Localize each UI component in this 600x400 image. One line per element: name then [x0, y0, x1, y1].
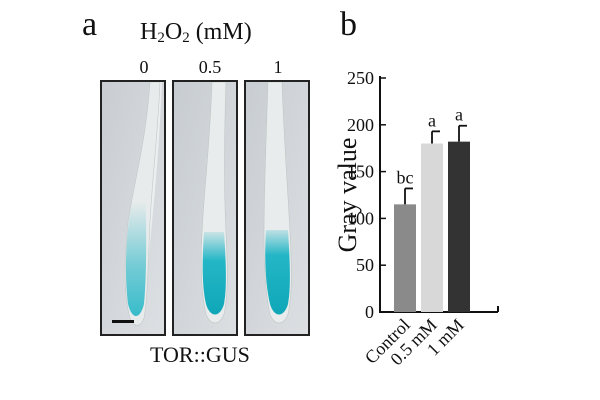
y-tick-label-150: 150 — [347, 162, 374, 182]
panel-b-letter: b — [340, 6, 357, 43]
y-tick-label-0: 0 — [365, 302, 374, 322]
scale-bar — [112, 320, 134, 323]
concentration-label-0-5: 0.5 — [198, 57, 222, 77]
y-axis-label: Gray value — [333, 138, 362, 253]
significance-label-1: a — [428, 110, 436, 130]
y-tick-label-200: 200 — [347, 115, 374, 135]
title-o: O — [164, 19, 183, 45]
significance-label-2: a — [455, 105, 463, 125]
concentration-label-1: 1 — [273, 57, 283, 77]
y-tick-label-100: 100 — [347, 208, 374, 228]
root-micrograph-0-5mm — [174, 81, 236, 334]
concentration-label-0: 0 — [139, 57, 149, 77]
root-image-0-5mm — [172, 80, 238, 336]
root-image-1mm — [244, 80, 310, 336]
title-sub-2a: 2 — [157, 30, 165, 46]
bar-2 — [448, 141, 470, 312]
root-micrograph-1mm — [246, 81, 308, 334]
panel-a-letter: a — [82, 6, 98, 43]
root-image-control — [100, 80, 166, 336]
root-micrograph-control — [102, 81, 164, 334]
bar-1 — [421, 143, 443, 312]
title-h: H — [140, 19, 158, 45]
title-unit: (mM) — [189, 19, 252, 45]
reporter-caption: TOR::GUS — [150, 342, 250, 367]
bar-0 — [394, 204, 416, 312]
significance-label-0: bc — [397, 167, 414, 187]
treatment-title: H2O2 (mM) — [140, 20, 252, 46]
title-sub-2b: 2 — [182, 30, 190, 46]
y-tick-label-250: 250 — [347, 68, 374, 88]
y-tick-label-50: 50 — [356, 255, 374, 275]
